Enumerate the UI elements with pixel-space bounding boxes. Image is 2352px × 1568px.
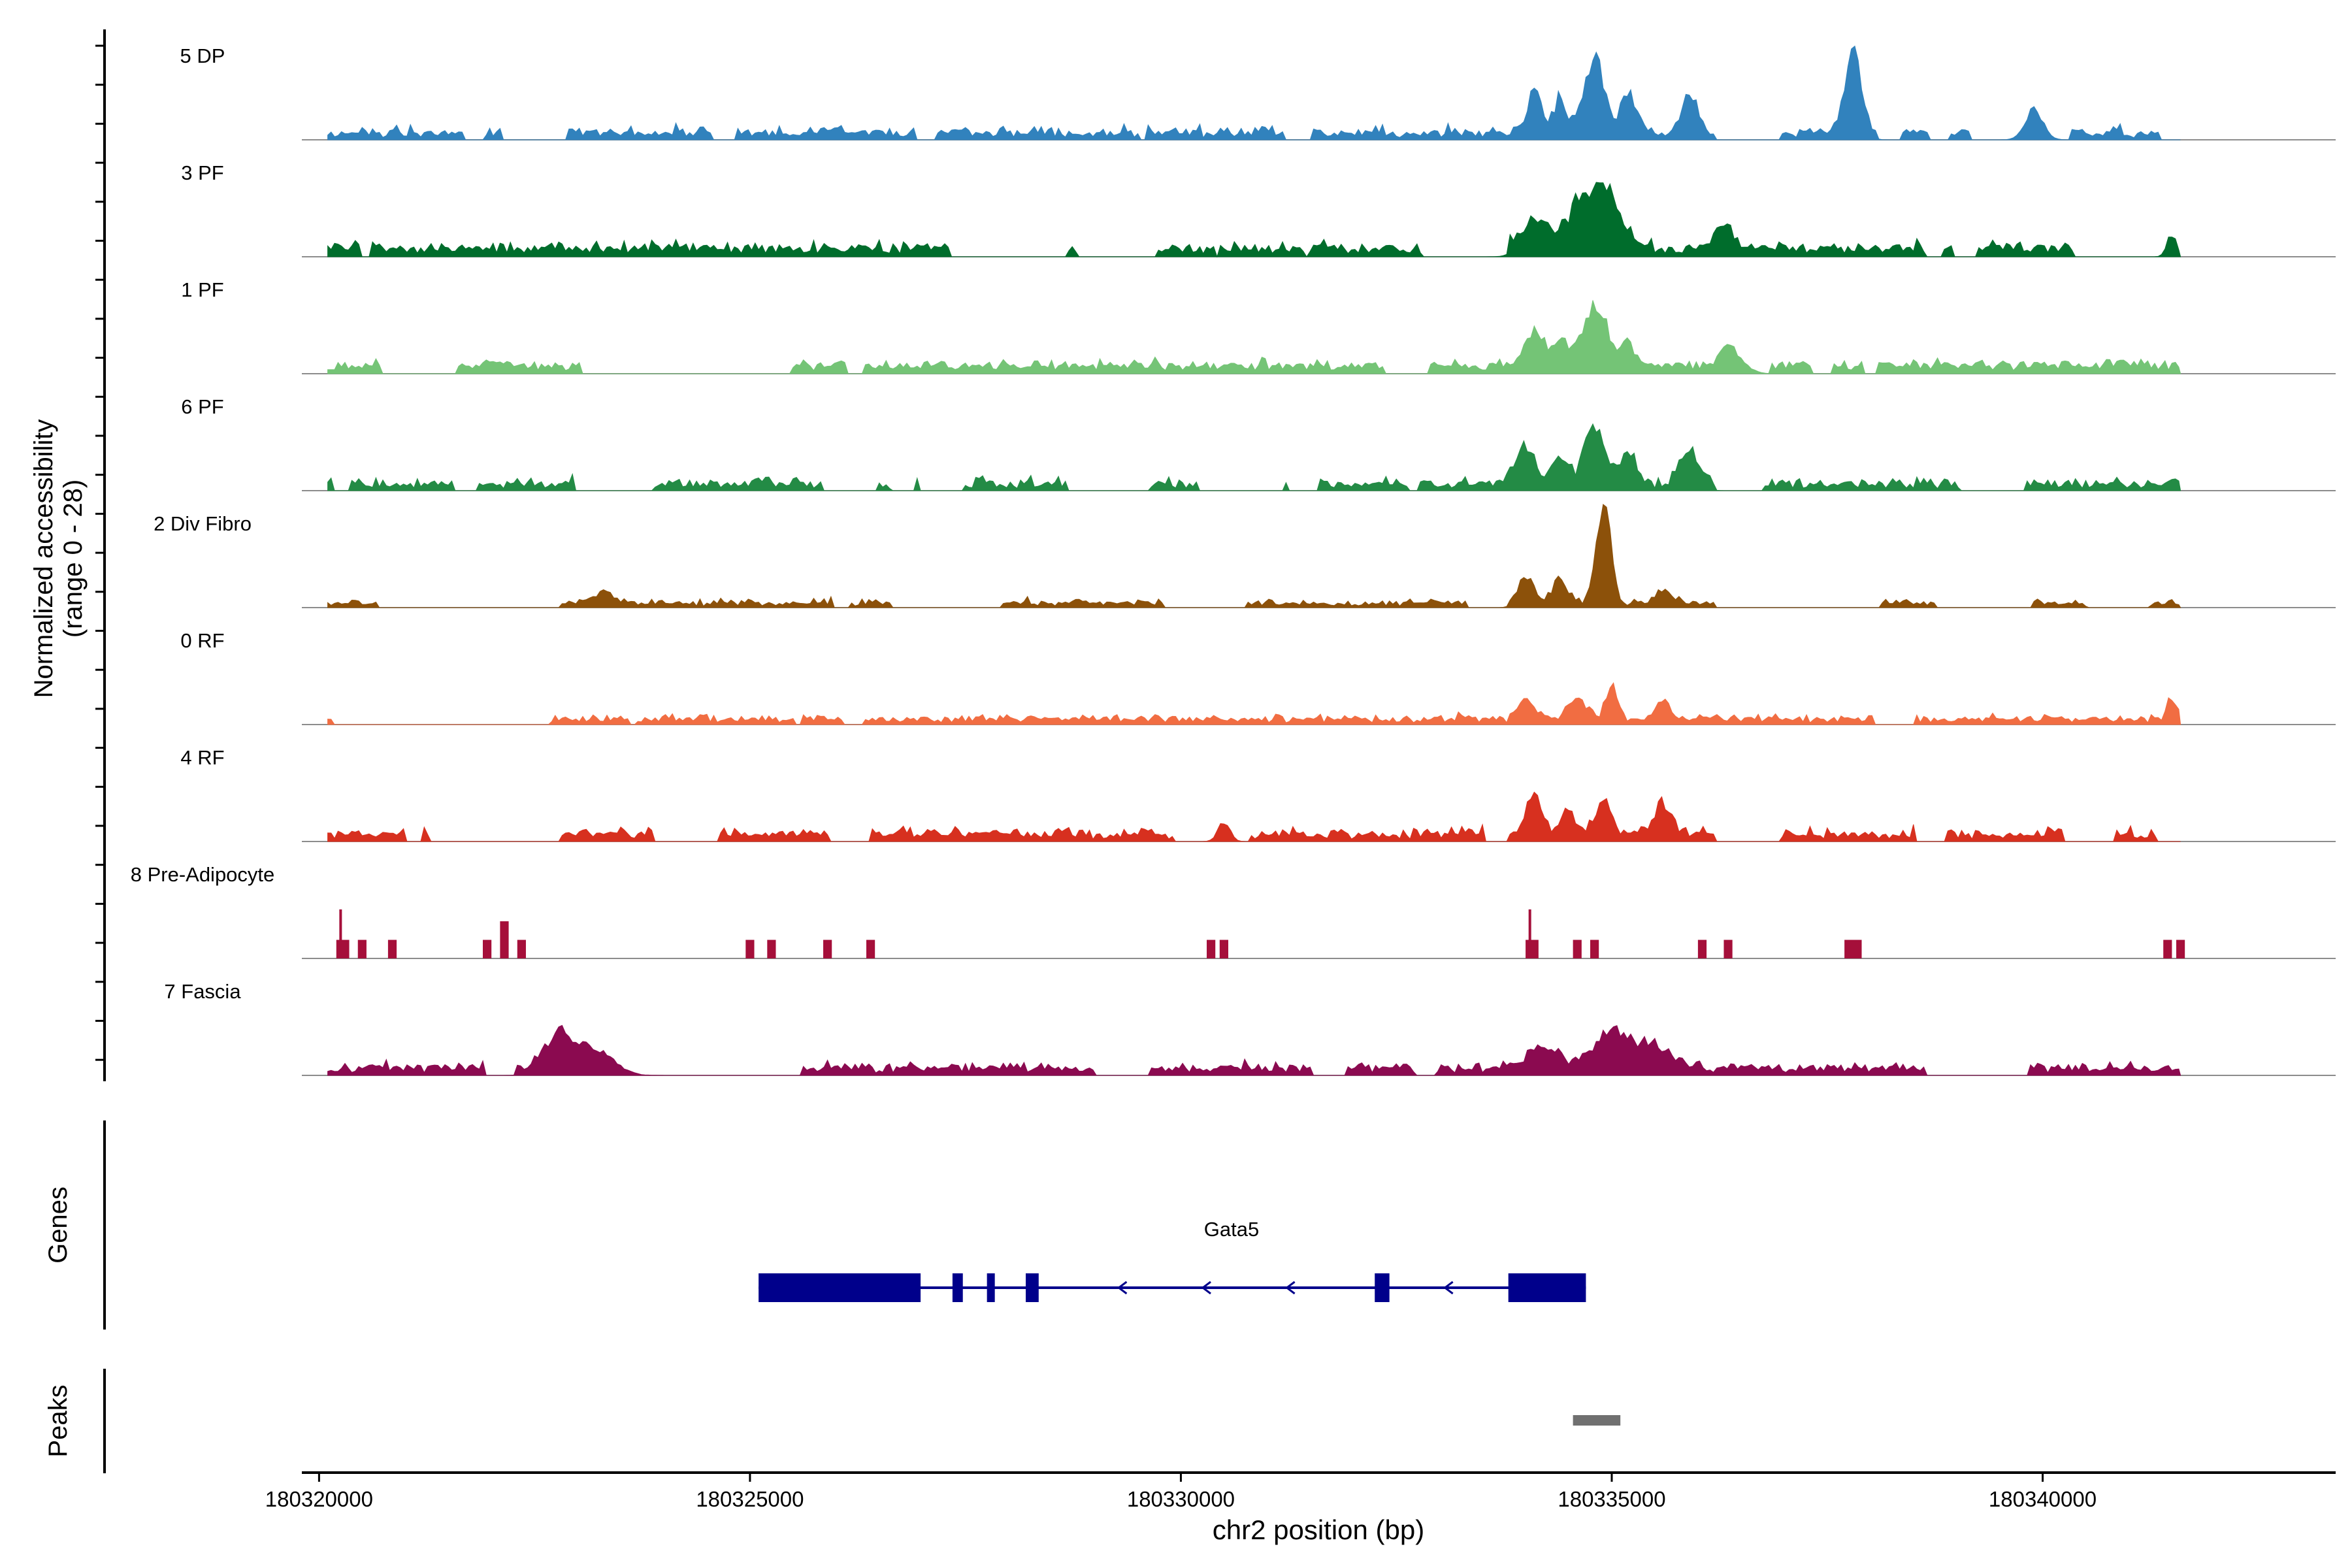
track-6-pf: 6 PF (181, 395, 2336, 491)
coverage-block (500, 921, 509, 958)
peak-marks (1573, 1415, 1621, 1426)
track-label: 8 Pre-Adipocyte (131, 863, 275, 886)
track-label: 7 Fascia (164, 980, 241, 1003)
coverage-block (1526, 939, 1539, 958)
coverage-block (866, 939, 875, 958)
strand-arrow (1117, 1281, 1128, 1295)
x-tick-label: 180330000 (1127, 1487, 1235, 1511)
coverage-block (336, 939, 350, 958)
peaks-label: Peaks (44, 1384, 73, 1457)
coverage-block (1219, 939, 1228, 958)
track-label: 6 PF (181, 395, 223, 418)
coverage-block (2163, 939, 2172, 958)
coverage-area (327, 45, 2181, 140)
coverage-area (327, 504, 2181, 608)
coverage-block (1590, 939, 1599, 958)
coverage-area (327, 182, 2181, 258)
track-label: 1 PF (181, 278, 223, 301)
track-5-dp: 5 DP (180, 44, 2336, 140)
coverage-area (327, 682, 2181, 725)
coverage-block (1573, 939, 1582, 958)
gene-model (759, 1273, 1586, 1302)
coverage-area (327, 423, 2181, 491)
x-axis: 180320000 180325000 180330000 180335000 1803… (265, 1471, 2336, 1545)
coverage-block (1723, 939, 1733, 958)
gene-exon (987, 1273, 995, 1302)
x-tick-label: 180340000 (1989, 1487, 2097, 1511)
track-label: 4 RF (180, 746, 224, 769)
coverage-block (1697, 939, 1707, 958)
track-label: 5 DP (180, 44, 225, 67)
gene-exon (759, 1273, 921, 1302)
track-4-rf: 4 RF (180, 746, 2336, 842)
coverage-block (823, 939, 832, 958)
genes-label: Genes (44, 1186, 73, 1264)
coverage-block (767, 939, 776, 958)
genes-panel: Genes Gata5 (44, 1120, 1586, 1330)
strand-arrow (1285, 1281, 1296, 1295)
y-axis-ticks (95, 44, 105, 1061)
strand-arrow (1201, 1281, 1211, 1295)
coverage-area (327, 791, 2181, 842)
gene-exon (1508, 1273, 1586, 1302)
gene-exon (952, 1273, 963, 1302)
x-tick-label: 180320000 (265, 1487, 373, 1511)
track-0-rf: 0 RF (180, 629, 2336, 725)
track-label: 0 RF (180, 629, 224, 652)
gene-exon (1375, 1273, 1390, 1302)
coverage-spike (339, 909, 342, 958)
track-label: 2 Div Fibro (154, 512, 252, 535)
coverage-area (327, 1024, 2181, 1076)
peak-region (1573, 1415, 1621, 1426)
track-2-div-fibro: 2 Div Fibro (154, 504, 2336, 608)
track-3-pf: 3 PF (181, 161, 2336, 258)
track-7-fascia: 7 Fascia (164, 980, 2336, 1076)
left-axis (95, 29, 106, 1081)
strand-arrow (1443, 1281, 1454, 1295)
coverage-tracks: 5 DP 3 PF 1 PF 6 PF 2 Div Fibro 0 RF 4 RF 8 Pre… (131, 44, 2336, 1076)
x-axis-ticks: 180320000 180325000 180330000 180335000 1803… (265, 1473, 2097, 1511)
x-tick-label: 180335000 (1558, 1487, 1665, 1511)
track-8-pre-adipocyte: 8 Pre-Adipocyte (131, 863, 2336, 959)
coverage-spike (1528, 909, 1531, 958)
coverage-block (357, 939, 367, 958)
coverage-area (327, 300, 2181, 374)
coverage-block (1207, 939, 1216, 958)
coverage-block (2176, 939, 2185, 958)
track-1-pf: 1 PF (181, 278, 2336, 374)
track-label: 3 PF (181, 161, 223, 184)
coverage-block (745, 939, 755, 958)
coverage-block (1844, 939, 1862, 958)
x-tick-label: 180325000 (696, 1487, 804, 1511)
gene-name-label: Gata5 (1204, 1218, 1259, 1241)
peaks-panel: Peaks (44, 1369, 1621, 1473)
x-axis-label: chr2 position (bp) (1213, 1514, 1425, 1545)
coverage-block (387, 939, 397, 958)
coverage-block (517, 939, 526, 958)
coverage-block (483, 939, 492, 958)
y-axis-label-line2: (range 0 - 28) (59, 480, 88, 638)
gene-exon (1026, 1273, 1039, 1302)
y-axis-label-line1: Normalized accessibility (29, 419, 58, 698)
